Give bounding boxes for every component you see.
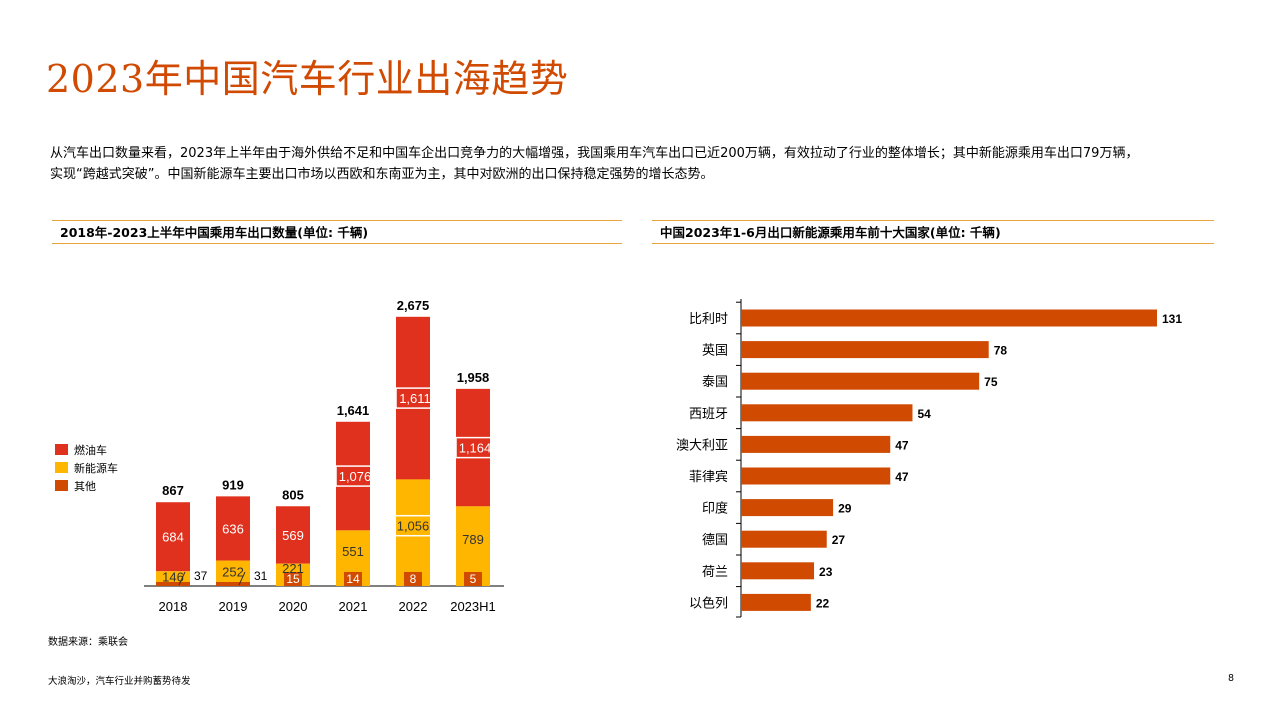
category-label-澳大利亚: 澳大利亚 xyxy=(676,437,728,452)
country-chart-title: 中国2023年1-6月出口新能源乘用车前十大国家(单位: 千辆) xyxy=(652,220,1214,244)
legend-swatch-燃油车 xyxy=(55,444,68,455)
value-label-荷兰: 23 xyxy=(819,565,833,579)
bar-other-2019 xyxy=(216,582,250,586)
label-nev-2019: 252 xyxy=(222,564,244,579)
bar-以色列 xyxy=(741,593,811,611)
bar-nev-2022 xyxy=(396,479,430,586)
label-fuel-2021: 1,076 xyxy=(339,469,372,484)
bar-菲律宾 xyxy=(741,467,891,485)
label-total-2020: 805 xyxy=(282,487,304,502)
category-label-印度: 印度 xyxy=(702,501,728,516)
label-other-2018: 37 xyxy=(194,569,208,583)
x-tick-2021: 2021 xyxy=(339,599,368,614)
label-other-2020: 15 xyxy=(286,572,300,586)
category-label-泰国: 泰国 xyxy=(702,374,728,389)
label-box-fuel-2021 xyxy=(335,465,375,487)
page-number: 8 xyxy=(1228,673,1235,684)
legend-label-燃油车: 燃油车 xyxy=(74,443,107,457)
value-label-西班牙: 54 xyxy=(917,407,931,421)
page-title: 2023年中国汽车行业出海趋势 xyxy=(46,57,569,101)
label-other-2021: 14 xyxy=(346,572,360,586)
bar-德国 xyxy=(741,530,827,548)
bar-fuel-2018 xyxy=(156,502,190,572)
bar-荷兰 xyxy=(741,562,815,580)
x-tick-2022: 2022 xyxy=(399,599,428,614)
bar-印度 xyxy=(741,499,834,517)
leader-other-2019 xyxy=(238,571,246,586)
stacked-bar-chart: 37 684 146 867 2018 31 636 252 919 2019 15 569 221 80… xyxy=(55,298,504,614)
value-label-澳大利亚: 47 xyxy=(895,438,909,452)
label-total-2022: 2,675 xyxy=(397,298,430,313)
value-label-以色列: 22 xyxy=(816,596,830,610)
label-nev-2023H1: 789 xyxy=(462,532,484,547)
label-nev-2018: 146 xyxy=(162,570,184,585)
label-total-2019: 919 xyxy=(222,477,244,492)
bar-fuel-2022 xyxy=(396,316,430,480)
x-tick-2020: 2020 xyxy=(279,599,308,614)
bar-other-2023H1 xyxy=(464,572,482,586)
intro-line-1: 从汽车出口数量来看，2023年上半年由于海外供给不足和中国车企出口竞争力的大幅增… xyxy=(50,146,1139,161)
category-label-比利时: 比利时 xyxy=(689,311,728,326)
category-label-西班牙: 西班牙 xyxy=(689,406,728,421)
category-label-德国: 德国 xyxy=(702,532,728,547)
bar-other-2021 xyxy=(344,572,362,586)
bar-泰国 xyxy=(741,372,980,390)
label-total-2021: 1,641 xyxy=(337,403,370,418)
label-fuel-2023H1: 1,164 xyxy=(459,441,492,456)
stacked-chart-title: 2018年-2023上半年中国乘用车出口数量(单位: 千辆) xyxy=(52,220,622,244)
label-total-2023H1: 1,958 xyxy=(457,370,490,385)
legend-label-新能源车: 新能源车 xyxy=(74,461,118,475)
country-bar-chart: 131 比利时 78 英国 75 泰国 54 西班牙 47 澳大利亚 47 菲律宾 29 印度 27 德国 23… xyxy=(676,299,1182,618)
value-label-印度: 29 xyxy=(838,502,852,516)
bar-西班牙 xyxy=(741,404,913,422)
bar-fuel-2021 xyxy=(336,421,370,531)
footer-text: 大浪淘沙，汽车行业并购蓄势待发 xyxy=(48,676,191,687)
bar-英国 xyxy=(741,341,989,359)
bar-澳大利亚 xyxy=(741,435,891,453)
category-label-英国: 英国 xyxy=(702,343,728,358)
label-fuel-2018: 684 xyxy=(162,530,184,545)
bar-比利时 xyxy=(741,309,1157,327)
category-label-菲律宾: 菲律宾 xyxy=(689,469,728,484)
value-label-泰国: 75 xyxy=(984,375,998,389)
leader-other-2018 xyxy=(178,571,186,586)
x-tick-2019: 2019 xyxy=(219,599,248,614)
value-label-菲律宾: 47 xyxy=(895,470,909,484)
label-other-2019: 31 xyxy=(254,569,268,583)
label-box-nev-2022 xyxy=(394,514,435,537)
x-tick-2023H1: 2023H1 xyxy=(450,599,496,614)
label-nev-2021: 551 xyxy=(342,544,364,559)
legend-swatch-新能源车 xyxy=(55,462,68,473)
label-other-2023H1: 5 xyxy=(470,572,477,586)
bar-other-2020 xyxy=(284,572,302,586)
legend-swatch-其他 xyxy=(55,480,68,491)
bar-fuel-2019 xyxy=(216,496,250,561)
label-box-fuel-2023H1 xyxy=(455,436,495,459)
intro-paragraph: 从汽车出口数量来看，2023年上半年由于海外供给不足和中国车企出口竞争力的大幅增… xyxy=(50,143,1240,185)
data-source: 数据来源：乘联会 xyxy=(48,637,128,648)
label-nev-2020: 221 xyxy=(282,561,304,576)
label-box-fuel-2022 xyxy=(395,387,435,409)
label-total-2018: 867 xyxy=(162,483,184,498)
label-fuel-2022: 1,611 xyxy=(399,391,431,406)
category-label-以色列: 以色列 xyxy=(689,595,728,610)
bar-other-2022 xyxy=(404,572,422,586)
intro-line-2: 实现“跨越式突破”。中国新能源车主要出口市场以西欧和东南亚为主，其中对欧洲的出口… xyxy=(50,167,714,182)
legend-label-其他: 其他 xyxy=(74,480,96,493)
label-other-2022: 8 xyxy=(410,572,417,586)
value-label-德国: 27 xyxy=(832,533,846,547)
label-fuel-2020: 569 xyxy=(282,528,304,543)
bar-fuel-2020 xyxy=(276,506,310,564)
category-label-荷兰: 荷兰 xyxy=(702,564,728,579)
x-tick-2018: 2018 xyxy=(159,599,188,614)
value-label-英国: 78 xyxy=(994,344,1008,358)
bar-other-2018 xyxy=(156,582,190,586)
value-label-比利时: 131 xyxy=(1162,312,1182,326)
label-fuel-2019: 636 xyxy=(222,521,244,536)
bar-fuel-2023H1 xyxy=(456,388,490,507)
label-nev-2022: 1,056 xyxy=(397,519,430,534)
